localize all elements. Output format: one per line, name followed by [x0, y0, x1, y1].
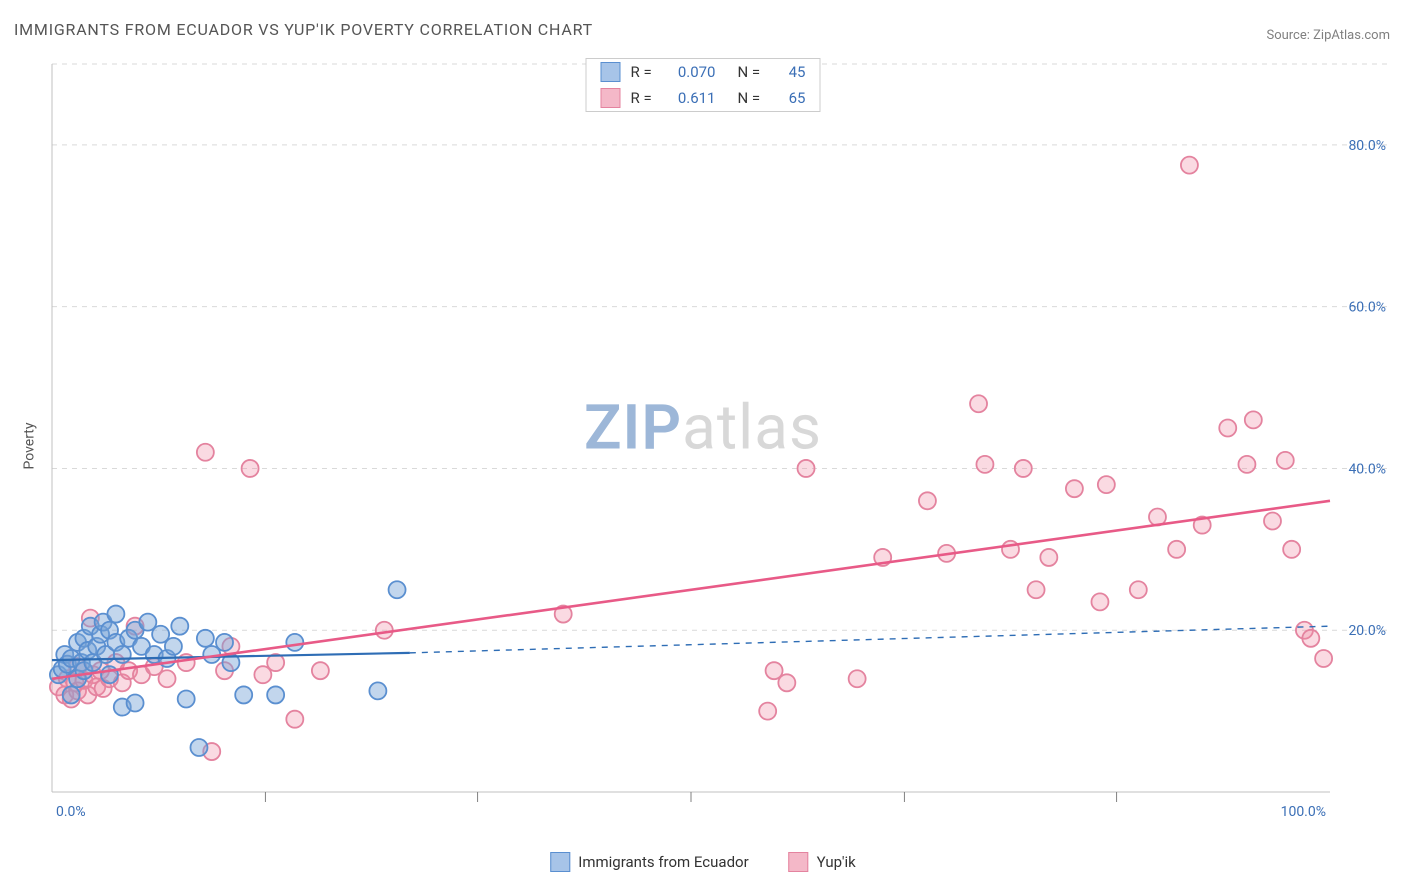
- source-attribution: Source: ZipAtlas.com: [1266, 28, 1390, 43]
- svg-text:20.0%: 20.0%: [1348, 623, 1386, 639]
- legend-row: R = 0.611 N = 65: [587, 85, 820, 111]
- legend-row: R = 0.070 N = 45: [587, 59, 820, 85]
- legend-item: Immigrants from Ecuador: [550, 852, 748, 872]
- source-name: ZipAtlas.com: [1313, 28, 1390, 43]
- correlation-legend: R = 0.070 N = 45 R = 0.611 N = 65: [586, 58, 821, 112]
- svg-text:80.0%: 80.0%: [1348, 138, 1386, 154]
- n-label: N =: [738, 63, 766, 81]
- svg-text:100.0%: 100.0%: [1281, 804, 1326, 820]
- series-label: Yup'ik: [817, 853, 856, 871]
- series-swatch-icon: [550, 852, 570, 872]
- series-swatch-icon: [601, 88, 621, 108]
- svg-text:60.0%: 60.0%: [1348, 300, 1386, 316]
- source-prefix: Source:: [1266, 28, 1313, 43]
- scatter-chart: 20.0% 40.0% 60.0% 80.0% 0.0% 100.0%: [44, 58, 1390, 828]
- series-label: Immigrants from Ecuador: [578, 853, 748, 871]
- r-label: R =: [631, 89, 656, 107]
- y-axis-label: Poverty: [22, 422, 38, 469]
- svg-text:0.0%: 0.0%: [56, 804, 86, 820]
- series-swatch-icon: [789, 852, 809, 872]
- n-label: N =: [738, 89, 766, 107]
- r-label: R =: [631, 63, 656, 81]
- series-swatch-icon: [601, 62, 621, 82]
- r-value: 0.070: [666, 63, 716, 81]
- svg-text:40.0%: 40.0%: [1348, 461, 1386, 477]
- n-value: 45: [776, 63, 806, 81]
- r-value: 0.611: [666, 89, 716, 107]
- legend-item: Yup'ik: [789, 852, 856, 872]
- n-value: 65: [776, 89, 806, 107]
- plot-area: 20.0% 40.0% 60.0% 80.0% 0.0% 100.0%: [44, 58, 1390, 828]
- chart-title: IMMIGRANTS FROM ECUADOR VS YUP'IK POVERT…: [14, 20, 593, 39]
- series-legend: Immigrants from Ecuador Yup'ik: [550, 852, 855, 872]
